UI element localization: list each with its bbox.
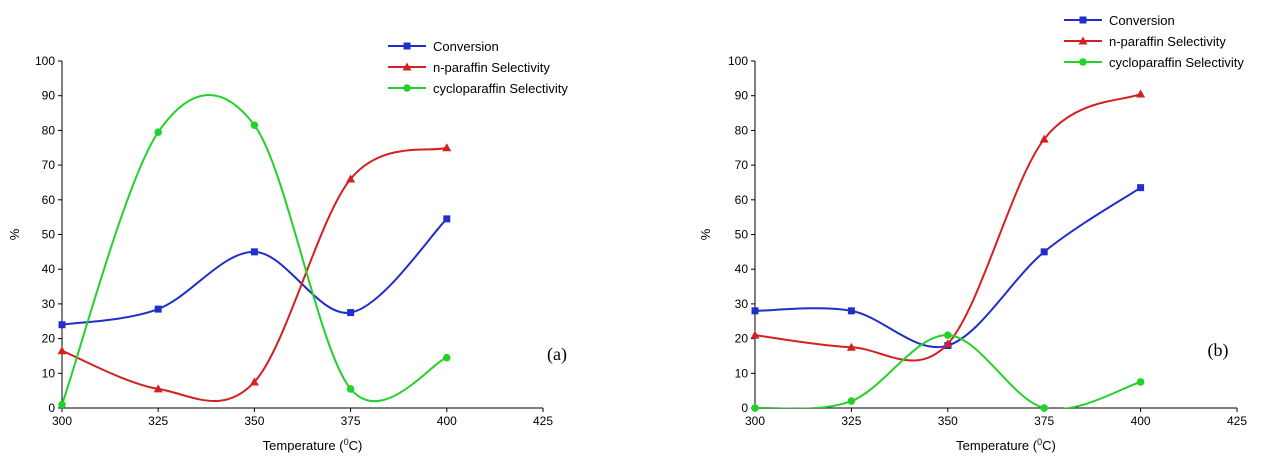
y-tick-label: 40 (42, 262, 56, 276)
data-point (1040, 248, 1048, 256)
x-tick-label: 400 (437, 414, 457, 428)
series-cycloparaffin-selectivity (751, 331, 1145, 412)
y-axis-title: % (7, 228, 22, 240)
y-tick-label: 100 (728, 54, 748, 68)
x-tick-label: 400 (1131, 414, 1151, 428)
series-conversion (58, 215, 451, 329)
series-line (755, 186, 1142, 349)
data-point (751, 307, 759, 315)
series-n-paraffin-selectivity (750, 89, 1146, 362)
legend-swatch-marker (403, 42, 411, 50)
data-point (1039, 134, 1049, 143)
legend-label: n-paraffin Selectivity (1109, 34, 1226, 49)
data-point (847, 307, 855, 315)
x-tick-label: 325 (841, 414, 861, 428)
data-point (346, 174, 356, 183)
legend-label: cycloparaffin Selectivity (433, 81, 568, 96)
data-point (58, 400, 66, 409)
series-n-paraffin-selectivity (57, 143, 452, 402)
y-tick-label: 90 (42, 89, 56, 103)
y-tick-label: 40 (735, 262, 749, 276)
data-point (347, 309, 355, 317)
y-axis-title: % (698, 228, 713, 240)
data-point (346, 385, 355, 393)
legend: Conversion n-paraffin Selectivity cyclopar… (388, 39, 568, 96)
panel-label: (b) (1208, 340, 1229, 361)
y-tick-label: 80 (735, 123, 749, 137)
data-point (153, 384, 163, 393)
data-point (249, 377, 259, 386)
data-point (1137, 184, 1145, 192)
legend-swatch-marker (1078, 36, 1088, 45)
x-tick-label: 350 (244, 414, 264, 428)
series-line (62, 218, 448, 326)
data-point (58, 321, 66, 329)
x-tick-label: 375 (1034, 414, 1054, 428)
legend-label: Conversion (1109, 13, 1175, 28)
legend-label: n-paraffin Selectivity (433, 60, 550, 75)
data-point (847, 397, 856, 405)
data-point (57, 346, 67, 355)
legend-label: cycloparaffin Selectivity (1109, 55, 1244, 70)
y-tick-label: 20 (42, 332, 56, 346)
data-point (154, 305, 162, 313)
y-tick-label: 0 (48, 401, 55, 415)
y-tick-label: 60 (735, 193, 749, 207)
y-tick-label: 0 (741, 401, 748, 415)
y-tick-label: 90 (735, 89, 749, 103)
legend-swatch-marker (403, 84, 411, 92)
y-tick-label: 30 (735, 297, 749, 311)
legend-label: Conversion (433, 39, 499, 54)
legend-swatch-marker (402, 62, 412, 71)
data-point (443, 353, 451, 362)
y-tick-label: 50 (42, 228, 56, 242)
data-point (1136, 89, 1146, 98)
data-point (1040, 404, 1048, 412)
y-tick-label: 70 (42, 158, 56, 172)
data-point (944, 331, 952, 339)
panel-label: (a) (547, 344, 567, 365)
y-tick-label: 30 (42, 297, 56, 311)
data-point (750, 330, 760, 339)
series-conversion (751, 184, 1145, 350)
y-tick-label: 70 (735, 158, 749, 172)
data-point (250, 121, 259, 129)
x-tick-label: 425 (1227, 414, 1247, 428)
x-tick-label: 375 (341, 414, 361, 428)
y-tick-label: 50 (735, 228, 749, 242)
data-point (1136, 378, 1145, 386)
legend: Conversion n-paraffin Selectivity cyclopar… (1064, 13, 1244, 70)
legend-swatch-marker (1079, 58, 1087, 66)
y-tick-label: 20 (735, 332, 749, 346)
data-point (250, 248, 258, 256)
x-tick-label: 425 (533, 414, 553, 428)
x-tick-label: 300 (745, 414, 765, 428)
x-axis-title: Temperature (0C) (956, 437, 1056, 453)
data-point (442, 143, 452, 152)
data-point (846, 342, 856, 351)
y-tick-label: 60 (42, 193, 56, 207)
chart-panel-b: 0 10 20 30 40 50 60 70 80 90 100 300 325 350 375 400 425… (698, 13, 1247, 453)
y-tick-label: 80 (42, 123, 56, 137)
series-line (755, 93, 1142, 362)
y-tick-label: 10 (42, 366, 56, 380)
y-tick-label: 100 (35, 54, 55, 68)
x-tick-label: 350 (938, 414, 958, 428)
series-line (62, 146, 448, 402)
data-point (943, 339, 953, 348)
series-cycloparaffin-selectivity (58, 94, 451, 409)
chart-panel-a: 0 10 20 30 40 50 60 70 80 90 100 300 325 350 375 400 425… (7, 39, 568, 453)
x-tick-label: 325 (148, 414, 168, 428)
data-point (154, 128, 162, 136)
data-point (443, 215, 451, 223)
x-tick-label: 300 (52, 414, 72, 428)
data-point (751, 404, 759, 412)
x-axis-title: Temperature (0C) (263, 437, 363, 453)
legend-swatch-marker (1079, 16, 1087, 24)
y-tick-label: 10 (735, 366, 749, 380)
